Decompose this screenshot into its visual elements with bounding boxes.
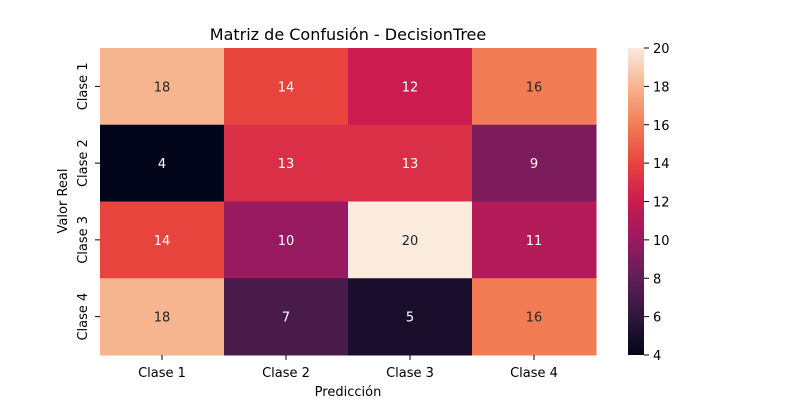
- colorbar-tick-label: 14: [653, 157, 670, 172]
- cell-value-label: 7: [282, 311, 290, 326]
- cell-value-label: 20: [402, 234, 419, 249]
- heatmap-cell: [100, 48, 225, 126]
- heatmap-cell: [224, 278, 349, 356]
- heatmap-cell: [224, 124, 349, 202]
- cell-value-label: 14: [278, 80, 295, 95]
- x-axis-label: Predicción: [315, 385, 382, 400]
- chart-title: Matriz de Confusión - DecisionTree: [210, 25, 486, 44]
- colorbar-tick-label: 4: [653, 349, 661, 364]
- cell-value-label: 10: [278, 234, 295, 249]
- x-tick-label: Clase 3: [386, 366, 434, 381]
- colorbar-tick-label: 6: [653, 311, 661, 326]
- colorbar-tick-label: 8: [653, 272, 661, 287]
- y-tick-label: Clase 4: [76, 293, 91, 341]
- cell-value-label: 18: [154, 80, 171, 95]
- colorbar-tick-label: 18: [653, 80, 670, 95]
- heatmap-cell: [472, 201, 597, 279]
- y-tick-label: Clase 2: [76, 139, 91, 187]
- cell-value-label: 5: [406, 311, 414, 326]
- x-tick-label: Clase 2: [262, 366, 310, 381]
- heatmap-cell: [100, 124, 225, 202]
- colorbar-ticks: 4 6 8 10 12 14 16 18 20: [644, 42, 670, 364]
- heatmap-cell: [224, 48, 349, 126]
- x-tick-label: Clase 4: [510, 366, 558, 381]
- cell-value-label: 13: [402, 157, 419, 172]
- heatmap-cell: [348, 278, 473, 356]
- heatmap-cell: [348, 124, 473, 202]
- heatmap-cell: [472, 48, 597, 126]
- colorbar-tick-label: 12: [653, 196, 670, 211]
- x-axis-ticks: Clase 1 Clase 2 Clase 3 Clase 4: [138, 355, 558, 381]
- cell-value-label: 11: [526, 234, 543, 249]
- heatmap-cell: [348, 201, 473, 279]
- y-tick-label: Clase 3: [76, 216, 91, 264]
- cell-value-label: 4: [158, 157, 166, 172]
- cell-value-label: 12: [402, 80, 419, 95]
- cell-value-label: 13: [278, 157, 295, 172]
- heatmap-cell: [100, 201, 225, 279]
- heatmap-cell: [224, 201, 349, 279]
- y-axis-label: Valor Real: [56, 169, 71, 234]
- heatmap-cell: [472, 278, 597, 356]
- cell-value-label: 16: [526, 80, 543, 95]
- heatmap-cell: [348, 48, 473, 126]
- colorbar: [628, 48, 644, 355]
- y-tick-label: Clase 1: [76, 62, 91, 110]
- colorbar-tick-label: 20: [653, 42, 670, 57]
- heatmap-cell: [472, 124, 597, 202]
- heatmap-cell: [100, 278, 225, 356]
- x-tick-label: Clase 1: [138, 366, 186, 381]
- y-axis-ticks: Clase 1 Clase 2 Clase 3 Clase 4: [76, 62, 100, 341]
- cell-value-label: 14: [154, 234, 171, 249]
- colorbar-tick-label: 10: [653, 234, 670, 249]
- heatmap-cells: 18 14 12 16 4 13 13 9 14 10 20 11 18 7 5 16: [100, 48, 597, 356]
- cell-value-label: 16: [526, 311, 543, 326]
- colorbar-tick-label: 16: [653, 119, 670, 134]
- cell-value-label: 9: [530, 157, 538, 172]
- cell-value-label: 18: [154, 311, 171, 326]
